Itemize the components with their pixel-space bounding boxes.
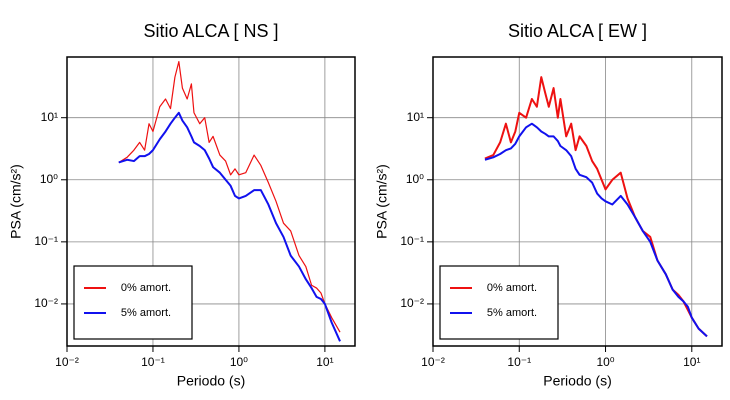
series-line xyxy=(118,61,341,333)
legend-box xyxy=(73,265,193,340)
x-tick-label: 10⁻² xyxy=(55,355,79,369)
y-tick-label: 10⁰ xyxy=(406,172,424,186)
x-tick-label: 10⁰ xyxy=(596,355,614,369)
y-tick-label: 10⁻² xyxy=(34,296,58,310)
y-tick-label: 10⁻¹ xyxy=(400,234,424,248)
plot-frame xyxy=(66,56,356,347)
series-line xyxy=(484,122,708,338)
x-axis-label: Periodo (s) xyxy=(177,373,245,389)
x-tick-label: 10⁰ xyxy=(230,355,248,369)
y-tick-label: 10¹ xyxy=(407,110,424,124)
legend-box xyxy=(439,265,559,340)
y-tick-label: 10⁻¹ xyxy=(34,234,58,248)
legend-label: 0% amort. xyxy=(487,282,537,294)
y-axis-label: PSA (cm/s²) xyxy=(8,164,24,239)
x-axis-label: Periodo (s) xyxy=(543,373,611,389)
y-axis-label: PSA (cm/s²) xyxy=(374,164,390,239)
series-line xyxy=(118,111,341,342)
x-tick-label: 10¹ xyxy=(316,355,333,369)
y-tick-label: 10⁰ xyxy=(40,172,58,186)
legend-label: 5% amort. xyxy=(121,307,171,319)
plot-frame xyxy=(432,56,723,347)
y-tick-label: 10¹ xyxy=(41,110,58,124)
legend-label: 5% amort. xyxy=(487,307,537,319)
x-tick-label: 10⁻² xyxy=(421,355,445,369)
chart-title: Sitio ALCA [ NS ] xyxy=(143,21,278,41)
legend-label: 0% amort. xyxy=(121,282,171,294)
y-tick-label: 10⁻² xyxy=(400,296,424,310)
x-tick-label: 10¹ xyxy=(683,355,700,369)
chart-title: Sitio ALCA [ EW ] xyxy=(508,21,647,41)
x-tick-label: 10⁻¹ xyxy=(507,355,531,369)
x-tick-label: 10⁻¹ xyxy=(141,355,165,369)
